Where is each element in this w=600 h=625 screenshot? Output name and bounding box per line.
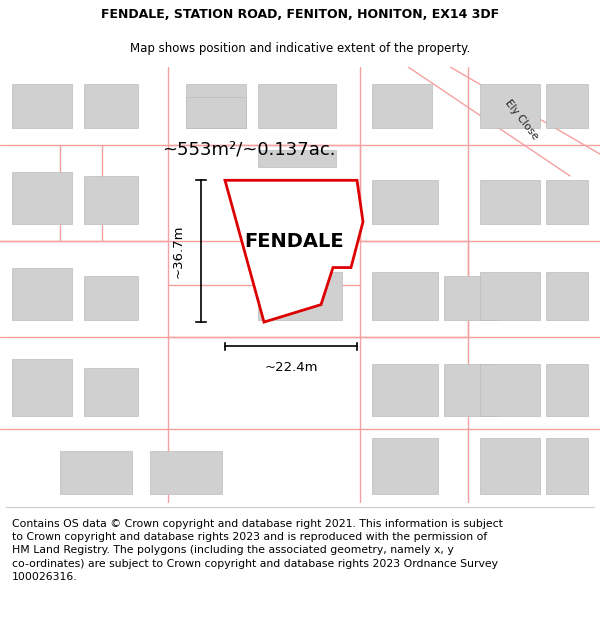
Bar	[372, 364, 438, 416]
Bar	[186, 84, 246, 128]
Bar	[480, 438, 540, 494]
Text: ~22.4m: ~22.4m	[264, 361, 318, 374]
Bar	[372, 180, 438, 224]
Bar	[258, 272, 342, 320]
Text: FENDALE, STATION ROAD, FENITON, HONITON, EX14 3DF: FENDALE, STATION ROAD, FENITON, HONITON,…	[101, 8, 499, 21]
Bar	[60, 451, 132, 494]
Bar	[12, 359, 72, 416]
Text: ~553m²/~0.137ac.: ~553m²/~0.137ac.	[162, 141, 336, 159]
Bar	[546, 364, 588, 416]
Bar	[12, 84, 72, 128]
Text: Map shows position and indicative extent of the property.: Map shows position and indicative extent…	[130, 42, 470, 54]
Bar	[186, 98, 246, 128]
Bar	[372, 84, 432, 128]
Bar	[12, 172, 72, 224]
Text: Contains OS data © Crown copyright and database right 2021. This information is : Contains OS data © Crown copyright and d…	[12, 519, 503, 582]
Bar	[444, 276, 498, 320]
Bar	[84, 368, 138, 416]
Bar	[480, 84, 540, 128]
Text: FENDALE: FENDALE	[244, 232, 344, 251]
Bar	[12, 268, 72, 320]
Bar	[444, 364, 498, 416]
Bar	[480, 364, 540, 416]
Bar	[258, 84, 336, 128]
Bar	[330, 189, 354, 215]
Bar	[84, 276, 138, 320]
Bar	[546, 272, 588, 320]
Bar	[480, 180, 540, 224]
Polygon shape	[225, 180, 363, 322]
Bar	[546, 84, 588, 128]
Bar	[258, 184, 318, 224]
Bar	[372, 272, 438, 320]
Bar	[150, 451, 222, 494]
Text: ~36.7m: ~36.7m	[172, 224, 185, 278]
Text: Ely Close: Ely Close	[503, 98, 541, 141]
Bar	[258, 150, 336, 168]
Bar	[84, 176, 138, 224]
Bar	[480, 272, 540, 320]
Bar	[546, 438, 588, 494]
Bar	[84, 84, 138, 128]
Bar	[546, 180, 588, 224]
Bar	[372, 438, 438, 494]
